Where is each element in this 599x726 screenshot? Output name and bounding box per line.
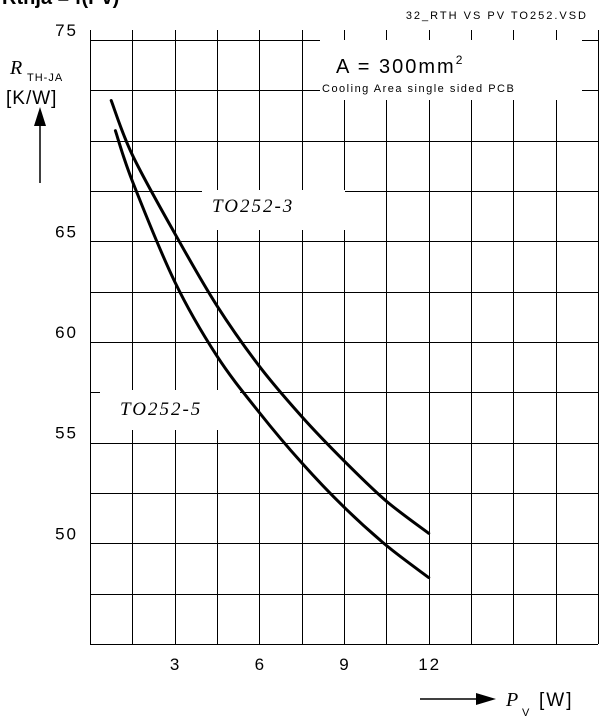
y-axis-arrow-head	[34, 107, 46, 126]
x-tick-label: 3	[170, 655, 181, 674]
y-tick-labels: 75 65 60 55 50	[55, 21, 78, 543]
x-tick-label: 6	[255, 655, 266, 674]
y-tick-label: 50	[55, 524, 78, 543]
y-axis-label: R TH-JA [K/W]	[6, 57, 63, 183]
y-tick-label: 60	[55, 323, 78, 342]
file-reference-label: 32_RTH VS PV TO252.VSD	[406, 10, 588, 22]
cropped-chart-title: Rthja = f(Pv)	[2, 0, 119, 9]
chart-grid	[90, 30, 599, 645]
x-tick-label: 12	[418, 655, 441, 674]
x-axis-label: P V [W]	[420, 689, 574, 719]
x-tick-label: 9	[339, 655, 350, 674]
y-tick-label: 55	[55, 424, 78, 443]
x-axis-arrow-head	[476, 693, 496, 705]
annotation-cooling-area: Cooling Area single sided PCB	[322, 83, 515, 95]
y-tick-label: 75	[55, 21, 78, 40]
y-axis-subscript: TH-JA	[27, 72, 63, 84]
series-line-to252-5	[113, 129, 431, 580]
series-label-background-to252-5	[100, 390, 240, 430]
series-label-to252-3: TO252-3	[212, 196, 294, 217]
x-axis-symbol: P	[505, 689, 518, 711]
x-axis-subscript: V	[522, 707, 530, 719]
series-label-to252-5: TO252-5	[120, 399, 202, 420]
y-axis-unit: [K/W]	[6, 88, 57, 109]
annotation-background	[320, 40, 582, 100]
x-axis-unit: [W]	[539, 690, 574, 711]
series-line-to252-3	[109, 99, 431, 535]
y-axis-symbol: R	[9, 57, 22, 79]
y-tick-label: 65	[55, 222, 78, 241]
series-lines	[109, 99, 431, 580]
series-label-background-to252-3	[202, 190, 345, 230]
annotation-area-label: A = 300mm2	[336, 53, 464, 78]
x-tick-labels: 3 6 9 12	[170, 655, 441, 674]
